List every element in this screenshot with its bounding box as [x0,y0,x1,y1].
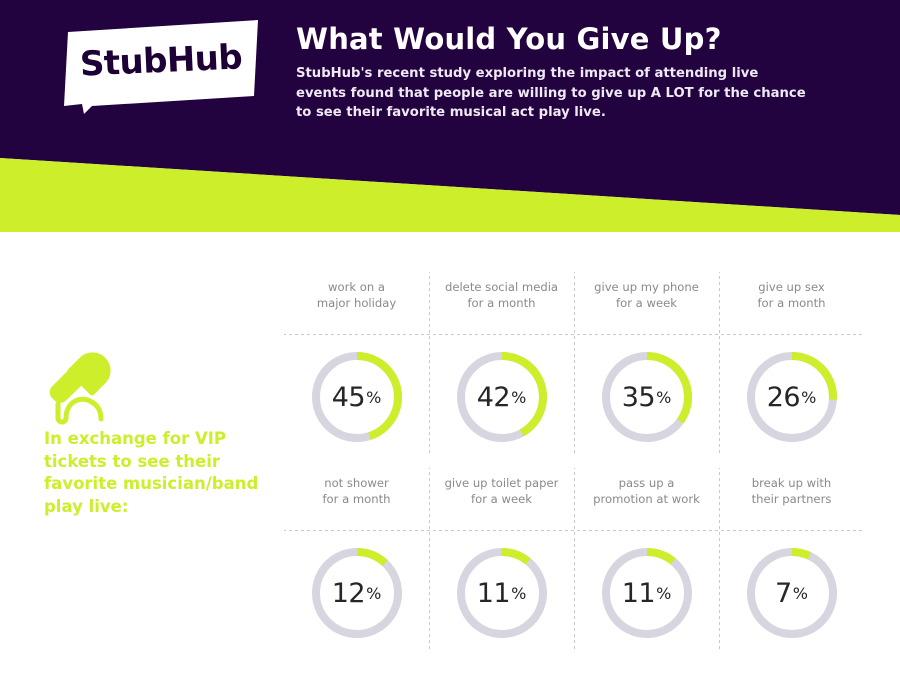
donut-gauge: 45 % [308,348,406,446]
donut-value-number: 11 [621,577,656,609]
donut-label-line1: give up my phone [594,280,699,294]
donut-value: 11 % [453,544,551,642]
donut-ring-icon [456,548,547,638]
stubhub-logo: StubHub [62,20,260,114]
donut-label: pass up a promotion at work [578,476,715,507]
donut-label-line1: pass up a [618,476,675,490]
donut-gauge: 42 % [453,348,551,446]
donut-label-line1: delete social media [444,280,559,294]
donut-cell: give up sex for a month 26 % [719,266,864,462]
label-divider [284,530,864,531]
donut-value: 26 % [743,348,841,446]
donut-cell: pass up a promotion at work 11 % [574,462,719,658]
donut-label: work on a major holiday [288,280,425,311]
donut-value-number: 45 [331,381,366,413]
donut-ring-icon [601,548,692,638]
donut-percent-sign: % [792,583,808,603]
donut-label-line2: for a month [757,295,826,310]
donut-cell: give up my phone for a week 35 % [574,266,719,462]
donut-row-2: not shower for a month 12 % give up [284,462,864,658]
column-divider [429,272,430,454]
donut-label-line1: not shower [324,476,389,490]
donut-gauge: 35 % [598,348,696,446]
donut-label: not shower for a month [288,476,425,507]
donut-value: 45 % [308,348,406,446]
donut-percent-sign: % [656,387,672,407]
donut-gauge: 12 % [308,544,406,642]
donut-label: give up my phone for a week [578,280,715,311]
donut-value-number: 35 [621,381,656,413]
donut-value-number: 11 [476,577,511,609]
left-panel-caption: In exchange for VIP tickets to see their… [44,429,259,516]
donut-label-line2: for a week [616,295,677,310]
donut-label: break up with their partners [723,476,860,507]
page-title: What Would You Give Up? [296,22,722,56]
column-divider [574,468,575,650]
donut-value: 7 % [743,544,841,642]
donut-ring-icon [601,352,692,442]
donut-gauge: 11 % [598,544,696,642]
donut-label-line2: their partners [751,491,832,506]
donut-value: 35 % [598,348,696,446]
donut-cell: delete social media for a month 42 % [429,266,574,462]
donut-label-line1: break up with [751,476,832,490]
donut-value: 12 % [308,544,406,642]
donut-percent-sign: % [801,387,817,407]
column-divider [719,272,720,454]
donut-label: give up toilet paper for a week [433,476,570,507]
donut-ring-icon [746,548,837,638]
donut-label-line2: major holiday [316,295,397,310]
label-divider [284,334,864,335]
donut-label-line1: work on a [328,280,385,294]
donut-label: give up sex for a month [723,280,860,311]
column-divider [574,272,575,454]
donut-cell: break up with their partners 7 % [719,462,864,658]
page-subtitle: StubHub's recent study exploring the imp… [296,66,806,120]
donut-ring-icon [746,352,837,442]
donut-value-number: 42 [476,381,511,413]
donut-ring-icon [311,352,402,442]
donut-label-line1: give up sex [758,280,825,294]
donut-percent-sign: % [511,583,527,603]
donut-label-line2: for a month [467,295,536,310]
donut-value-number: 12 [331,577,366,609]
donut-cell: work on a major holiday 45 % [284,266,429,462]
donut-percent-sign: % [366,387,382,407]
column-divider [719,468,720,650]
donut-value-number: 26 [766,381,801,413]
microphone-icon [49,352,111,425]
donut-gauge: 7 % [743,544,841,642]
donut-label: delete social media for a month [433,280,570,311]
donut-value: 11 % [598,544,696,642]
donut-label-line2: for a month [322,491,391,506]
donut-percent-sign: % [511,387,527,407]
donut-percent-sign: % [656,583,672,603]
donut-label-line2: for a week [471,491,532,506]
donut-gauge: 11 % [453,544,551,642]
column-divider [429,468,430,650]
donut-gauge: 26 % [743,348,841,446]
speech-bubble-logo-icon [64,20,258,114]
donut-cell: give up toilet paper for a week 11 % [429,462,574,658]
donut-label-line1: give up toilet paper [444,476,559,490]
donut-value: 42 % [453,348,551,446]
donut-ring-icon [456,352,547,442]
header-banner: StubHub What Would You Give Up? StubHub'… [0,0,900,232]
donut-percent-sign: % [366,583,382,603]
donut-chart-grid: work on a major holiday 45 % delete [284,266,864,658]
donut-value-number: 7 [775,577,792,609]
donut-label-line2: promotion at work [593,491,700,506]
stubhub-logo-text: StubHub [79,37,243,85]
donut-row-1: work on a major holiday 45 % delete [284,266,864,462]
donut-ring-icon [311,548,402,638]
donut-cell: not shower for a month 12 % [284,462,429,658]
